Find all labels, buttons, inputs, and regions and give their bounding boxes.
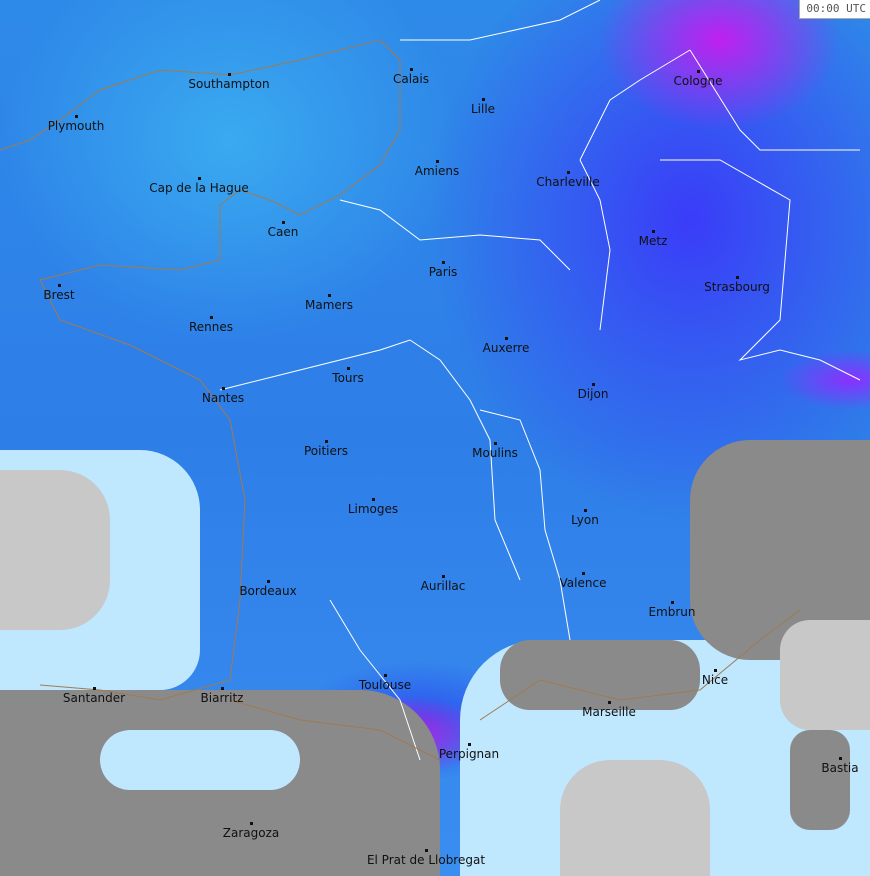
river xyxy=(329,409,571,761)
city-label: Lyon xyxy=(571,513,599,527)
cloud-area xyxy=(100,730,300,790)
city-label: Amiens xyxy=(414,164,460,178)
city-label: Valence xyxy=(559,576,607,590)
city-marker xyxy=(267,580,270,583)
city-label: Santander xyxy=(62,691,126,705)
city-label: Mamers xyxy=(305,298,353,312)
city-label: Limoges xyxy=(347,502,399,516)
city-label: Auxerre xyxy=(482,341,530,355)
city-label: Zaragoza xyxy=(222,826,280,840)
city-marker xyxy=(736,276,739,279)
city-label: Toulouse xyxy=(358,678,412,692)
city-label: Nice xyxy=(701,673,729,687)
city-marker xyxy=(436,160,439,163)
city-label: Embrun xyxy=(648,605,696,619)
no-data-area xyxy=(500,640,700,710)
cloud-area xyxy=(780,620,870,730)
city-marker xyxy=(442,575,445,578)
city-label: Marseille xyxy=(582,705,636,719)
city-label: Plymouth xyxy=(47,119,105,133)
city-marker xyxy=(505,337,508,340)
city-label: Dijon xyxy=(577,387,609,401)
city-label: Aurillac xyxy=(420,579,466,593)
city-marker xyxy=(567,171,570,174)
city-label: Metz xyxy=(638,234,668,248)
city-label: Poitiers xyxy=(303,444,349,458)
cloud-area xyxy=(560,760,710,876)
city-label: Perpignan xyxy=(438,747,500,761)
city-marker xyxy=(75,115,78,118)
city-label: Lille xyxy=(470,102,496,116)
city-label: Cologne xyxy=(673,74,723,88)
city-marker xyxy=(592,383,595,386)
city-label: Rennes xyxy=(188,320,234,334)
city-marker xyxy=(347,367,350,370)
city-marker xyxy=(671,601,674,604)
city-marker xyxy=(372,498,375,501)
cloud-area xyxy=(0,470,110,630)
city-label: Strasbourg xyxy=(704,280,770,294)
city-marker xyxy=(325,440,328,443)
city-label: Southampton xyxy=(188,77,270,91)
city-label: Caen xyxy=(267,225,299,239)
city-marker xyxy=(714,669,717,672)
city-label: Cap de la Hague xyxy=(149,181,249,195)
city-label: Paris xyxy=(428,265,458,279)
city-marker xyxy=(222,387,225,390)
city-marker xyxy=(494,442,497,445)
city-marker xyxy=(221,687,224,690)
city-label: Biarritz xyxy=(200,691,244,705)
city-marker xyxy=(384,674,387,677)
city-marker xyxy=(582,572,585,575)
border-line xyxy=(229,609,801,761)
city-marker xyxy=(228,73,231,76)
city-label: El Prat de Llobregat xyxy=(366,853,486,867)
city-marker xyxy=(58,284,61,287)
city-marker xyxy=(442,261,445,264)
city-marker xyxy=(410,68,413,71)
city-marker xyxy=(839,757,842,760)
coastline xyxy=(0,39,401,701)
city-marker xyxy=(210,316,213,319)
city-marker xyxy=(93,687,96,690)
city-label: Calais xyxy=(392,72,430,86)
city-label: Nantes xyxy=(201,391,245,405)
city-label: Brest xyxy=(43,288,75,302)
city-marker xyxy=(328,294,331,297)
border-line xyxy=(400,0,860,161)
city-marker xyxy=(482,98,485,101)
city-label: Moulins xyxy=(472,446,518,460)
city-marker xyxy=(468,743,471,746)
city-marker xyxy=(697,70,700,73)
city-marker xyxy=(282,221,285,224)
city-label: Tours xyxy=(332,371,364,385)
timestamp: 00:00 UTC xyxy=(799,0,870,19)
city-marker xyxy=(250,822,253,825)
city-marker xyxy=(198,177,201,180)
city-marker xyxy=(652,230,655,233)
city-label: Charleville xyxy=(536,175,600,189)
river xyxy=(219,199,571,581)
city-label: Bordeaux xyxy=(239,584,297,598)
corsica-area xyxy=(790,730,850,830)
city-marker xyxy=(608,701,611,704)
city-label: Bastia xyxy=(821,761,859,775)
city-marker xyxy=(584,509,587,512)
city-marker xyxy=(425,849,428,852)
border-line xyxy=(579,159,861,381)
